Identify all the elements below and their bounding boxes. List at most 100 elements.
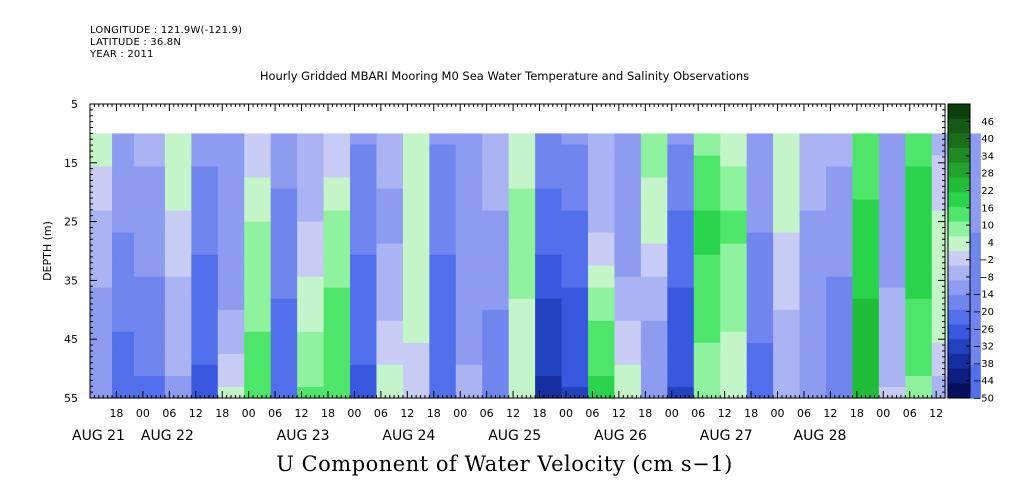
heatmap-cell [746, 221, 774, 234]
heatmap-cell [323, 155, 351, 168]
heatmap-cell [244, 265, 272, 278]
heatmap-cell [402, 166, 430, 179]
heatmap-cell [455, 298, 483, 311]
heatmap-cell [455, 331, 483, 344]
heatmap-cell [878, 375, 906, 388]
heatmap-cell [799, 133, 827, 146]
heatmap-cell [429, 353, 457, 366]
heatmap-cell [217, 199, 245, 212]
heatmap-cell [746, 232, 774, 245]
heatmap-cell [164, 375, 192, 388]
heatmap-cell [693, 199, 721, 212]
heatmap-cell [350, 331, 378, 344]
heatmap-cell [640, 254, 668, 267]
heatmap-cell [614, 375, 642, 388]
heatmap-cell [878, 320, 906, 333]
heatmap-cell [402, 353, 430, 366]
x-hour-label: 00 [665, 407, 679, 420]
heatmap-cell [561, 375, 589, 388]
heatmap-cell [112, 342, 135, 355]
heatmap-cell [482, 254, 510, 267]
heatmap-cell [799, 243, 827, 256]
heatmap-cell [270, 243, 298, 256]
x-hour-label: 12 [400, 407, 414, 420]
x-hour-label: 12 [295, 407, 309, 420]
heatmap-cell [614, 155, 642, 168]
heatmap-cell [191, 287, 219, 300]
heatmap-cell [535, 331, 563, 344]
heatmap-cell [508, 342, 536, 355]
heatmap-cell [561, 287, 589, 300]
heatmap-cell [905, 210, 933, 223]
colorbar-swatch [948, 177, 970, 193]
heatmap-cell [402, 133, 430, 146]
heatmap-cell [90, 342, 113, 355]
heatmap-cell [826, 155, 854, 168]
heatmap-cell [402, 320, 430, 333]
heatmap-cell [402, 144, 430, 157]
heatmap-cell [323, 375, 351, 388]
heatmap-cell [852, 309, 880, 322]
heatmap-cell [323, 133, 351, 146]
heatmap-cell [134, 144, 166, 157]
heatmap-cell [640, 221, 668, 234]
heatmap-cell [693, 309, 721, 322]
colorbar-tick-label: 10 [981, 221, 994, 232]
heatmap-cell [164, 210, 192, 223]
heatmap-cell [588, 287, 616, 300]
heatmap-cell [720, 276, 748, 289]
heatmap-cell [720, 331, 748, 344]
heatmap-cell [799, 320, 827, 333]
heatmap-cell [270, 342, 298, 355]
heatmap-cell [508, 276, 536, 289]
heatmap-cell [693, 375, 721, 388]
heatmap-cell [667, 210, 695, 223]
heatmap-cell [191, 243, 219, 256]
heatmap-cell [588, 331, 616, 344]
heatmap-cell [134, 276, 166, 289]
heatmap-cell [773, 331, 801, 344]
heatmap-cell [746, 287, 774, 300]
x-hour-label: 00 [876, 407, 890, 420]
heatmap-cell [746, 166, 774, 179]
heatmap-cell [773, 232, 801, 245]
heatmap-cell [90, 166, 113, 179]
heatmap-cell [323, 342, 351, 355]
colorbar-swatch [948, 280, 970, 296]
heatmap-cell [852, 188, 880, 201]
heatmap-cell [164, 243, 192, 256]
heatmap-cell [429, 386, 457, 399]
heatmap-cell [164, 353, 192, 366]
x-hour-label: 06 [162, 407, 176, 420]
heatmap-cell [746, 177, 774, 190]
y-tick-label: 35 [64, 274, 78, 287]
heatmap-cell [773, 386, 801, 399]
colorbar-swatch [948, 339, 970, 355]
heatmap-cell [217, 155, 245, 168]
heatmap-cell [482, 320, 510, 333]
heatmap-cell [693, 287, 721, 300]
heatmap-cell [508, 265, 536, 278]
heatmap-cell [640, 155, 668, 168]
heatmap-cell [270, 166, 298, 179]
heatmap-cell [112, 331, 135, 344]
heatmap-cell [773, 133, 801, 146]
heatmap-cell [773, 144, 801, 157]
heatmap-cell [244, 155, 272, 168]
heatmap-cell [561, 166, 589, 179]
heatmap-cell [482, 309, 510, 322]
heatmap-cell [455, 144, 483, 157]
heatmap-cell [297, 342, 325, 355]
heatmap-cell [217, 232, 245, 245]
heatmap-cell [376, 364, 404, 377]
heatmap-cell [376, 309, 404, 322]
heatmap-cell [773, 353, 801, 366]
chart-title: Hourly Gridded MBARI Mooring M0 Sea Wate… [259, 69, 750, 83]
heatmap-cell [852, 342, 880, 355]
heatmap-cell [455, 188, 483, 201]
heatmap-cell [244, 309, 272, 322]
heatmap-cell [561, 243, 589, 256]
heatmap-cell [90, 133, 113, 146]
heatmap-cell [482, 221, 510, 234]
heatmap-cell [720, 287, 748, 300]
